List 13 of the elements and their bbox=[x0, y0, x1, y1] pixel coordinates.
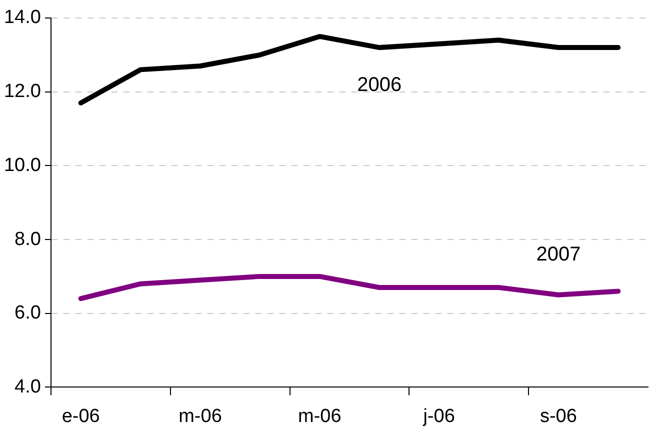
y-tick-label: 6.0 bbox=[14, 302, 41, 324]
x-tick-label: j-06 bbox=[422, 406, 455, 427]
y-tick-label: 12.0 bbox=[4, 81, 41, 102]
x-tick-label: m-06 bbox=[178, 406, 222, 427]
y-tick-label: 4.0 bbox=[14, 376, 41, 398]
x-tick-label: s-06 bbox=[540, 406, 577, 427]
y-tick-label: 8.0 bbox=[14, 228, 41, 250]
x-tick-label: e-06 bbox=[62, 406, 100, 427]
series-label: 2007 bbox=[536, 243, 581, 266]
y-tick-label: 14.0 bbox=[4, 7, 41, 28]
series-label: 2006 bbox=[357, 74, 402, 96]
y-tick-label: 10.0 bbox=[4, 154, 41, 176]
x-tick-label: m-06 bbox=[298, 406, 342, 427]
